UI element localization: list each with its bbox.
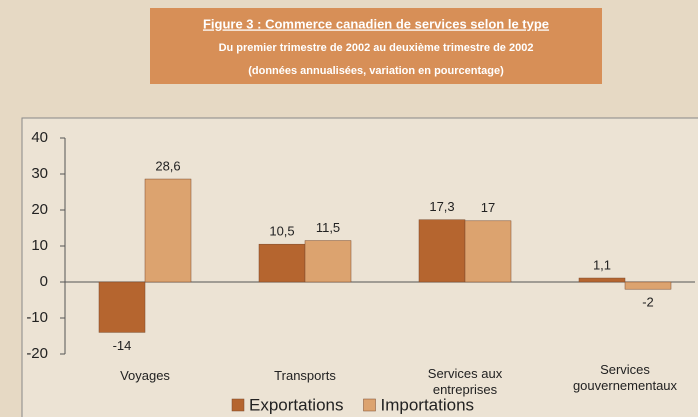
data-label: 1,1 bbox=[593, 257, 611, 272]
data-label: 10,5 bbox=[269, 224, 294, 239]
bar bbox=[98, 281, 146, 333]
bar bbox=[144, 178, 192, 283]
chart-frame bbox=[21, 117, 698, 417]
legend-label: Importations bbox=[381, 395, 475, 414]
x-tick-label: Transports bbox=[274, 368, 336, 383]
data-label: 11,5 bbox=[316, 220, 340, 235]
y-tick-label: -10 bbox=[26, 309, 48, 326]
y-tick-label: 10 bbox=[31, 237, 48, 254]
y-tick-label: 20 bbox=[31, 201, 48, 218]
data-label: 17,3 bbox=[429, 199, 454, 214]
legend-swatch bbox=[231, 398, 245, 412]
data-label: 17 bbox=[481, 200, 495, 215]
bar bbox=[304, 240, 352, 283]
title-box bbox=[150, 8, 602, 84]
legend-swatch bbox=[363, 398, 376, 412]
bar bbox=[624, 281, 672, 290]
chart-subtitle: Du premier trimestre de 2002 au deuxième… bbox=[219, 42, 534, 54]
bar bbox=[464, 220, 512, 283]
chart-note: (données annualisées, variation en pourc… bbox=[248, 65, 504, 77]
y-tick-label: -20 bbox=[26, 345, 48, 362]
y-tick-label: 0 bbox=[40, 273, 48, 290]
y-tick-label: 30 bbox=[31, 165, 48, 182]
x-tick-label: Services gouvernementaux bbox=[572, 362, 678, 393]
bar bbox=[258, 243, 306, 283]
bar bbox=[418, 219, 466, 283]
x-tick-label: Voyages bbox=[120, 368, 170, 383]
data-label: -2 bbox=[642, 295, 654, 310]
data-label: -14 bbox=[113, 338, 132, 353]
x-tick-label: Services aux entreprises bbox=[427, 366, 503, 397]
data-label: 28,6 bbox=[155, 158, 180, 173]
legend-label: Exportations bbox=[249, 395, 344, 414]
y-tick-label: 40 bbox=[31, 129, 48, 146]
bar bbox=[578, 277, 626, 283]
chart-title: Figure 3 : Commerce canadien de services… bbox=[203, 16, 549, 31]
